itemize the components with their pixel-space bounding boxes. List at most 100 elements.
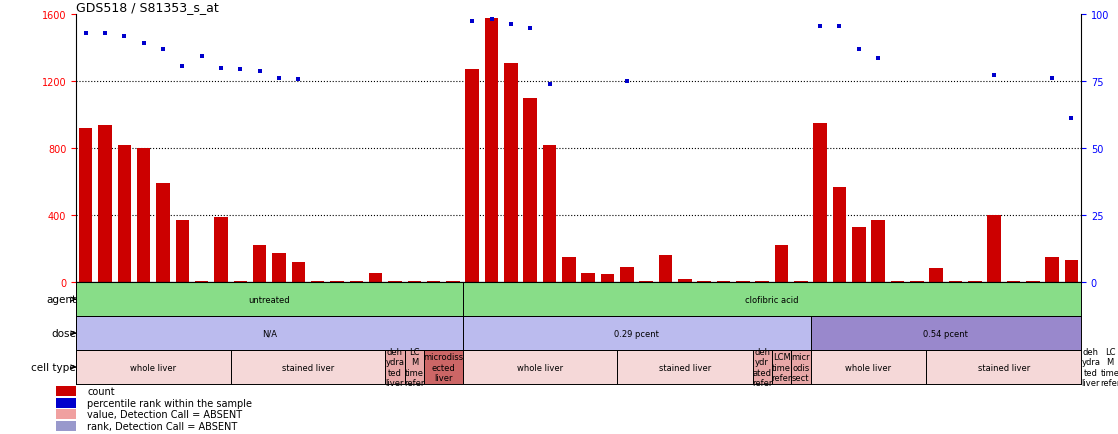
FancyBboxPatch shape	[463, 350, 617, 384]
Bar	[679, 279, 692, 283]
FancyBboxPatch shape	[76, 283, 463, 316]
Bar	[581, 273, 595, 283]
Bar	[215, 217, 228, 283]
Text: microdiss
ected
liver: microdiss ected liver	[424, 352, 463, 382]
Point	[1062, 115, 1080, 122]
Text: dose: dose	[51, 329, 76, 338]
Text: agent: agent	[46, 295, 76, 304]
FancyBboxPatch shape	[424, 350, 463, 384]
Bar	[775, 246, 788, 283]
Point	[869, 55, 887, 62]
Point	[521, 25, 539, 32]
Bar	[891, 281, 904, 283]
Text: rank, Detection Call = ABSENT: rank, Detection Call = ABSENT	[87, 421, 237, 431]
Bar	[717, 281, 730, 283]
Bar	[1064, 261, 1078, 283]
FancyBboxPatch shape	[463, 316, 811, 350]
FancyBboxPatch shape	[76, 350, 230, 384]
Bar	[292, 263, 305, 283]
Bar	[833, 187, 846, 283]
Bar	[485, 19, 499, 283]
Point	[154, 47, 172, 54]
Text: whole liver: whole liver	[517, 363, 563, 372]
Bar	[56, 421, 76, 431]
Bar	[910, 281, 923, 283]
Point	[173, 63, 191, 70]
Bar	[195, 281, 208, 283]
Bar	[600, 274, 614, 283]
FancyBboxPatch shape	[405, 350, 424, 384]
Text: clofibric acid: clofibric acid	[745, 295, 798, 304]
Bar	[929, 268, 942, 283]
Bar	[369, 273, 382, 283]
Bar	[814, 124, 827, 283]
FancyBboxPatch shape	[811, 350, 927, 384]
Text: stained liver: stained liver	[659, 363, 711, 372]
Bar	[1045, 257, 1059, 283]
Point	[618, 79, 636, 85]
FancyBboxPatch shape	[230, 350, 386, 384]
Point	[831, 23, 849, 30]
Bar	[523, 99, 537, 283]
Bar	[756, 281, 769, 283]
Point	[212, 65, 230, 72]
Text: cell type: cell type	[31, 362, 76, 372]
Bar	[987, 216, 1001, 283]
Text: count: count	[87, 387, 115, 397]
Bar	[272, 253, 286, 283]
Text: 0.54 pcent: 0.54 pcent	[923, 329, 968, 338]
FancyBboxPatch shape	[752, 350, 771, 384]
Bar	[504, 64, 518, 283]
Point	[231, 67, 249, 74]
Bar	[117, 145, 131, 283]
Text: percentile rank within the sample: percentile rank within the sample	[87, 398, 253, 408]
Text: value, Detection Call = ABSENT: value, Detection Call = ABSENT	[87, 410, 243, 420]
Text: LC
M
time
refer: LC M time refer	[1100, 347, 1118, 387]
Bar	[1026, 281, 1040, 283]
Bar	[234, 281, 247, 283]
Bar	[253, 246, 266, 283]
Point	[290, 76, 307, 83]
Point	[541, 81, 559, 88]
Bar	[407, 281, 421, 283]
Point	[502, 22, 520, 29]
Bar	[1006, 281, 1021, 283]
Text: whole liver: whole liver	[131, 363, 177, 372]
Text: stained liver: stained liver	[977, 363, 1030, 372]
FancyBboxPatch shape	[463, 283, 1081, 316]
Bar	[794, 281, 807, 283]
Text: deh
ydra
ted
liver: deh ydra ted liver	[1081, 347, 1100, 387]
FancyBboxPatch shape	[771, 350, 792, 384]
Text: GDS518 / S81353_s_at: GDS518 / S81353_s_at	[76, 1, 219, 14]
Bar	[639, 281, 653, 283]
Text: LCM
time
refer: LCM time refer	[771, 352, 792, 382]
Point	[463, 18, 481, 25]
Point	[483, 17, 501, 24]
Bar	[157, 184, 170, 283]
Bar	[871, 221, 885, 283]
FancyBboxPatch shape	[617, 350, 752, 384]
Point	[271, 75, 288, 82]
Point	[250, 69, 268, 76]
FancyBboxPatch shape	[811, 316, 1081, 350]
Bar	[56, 398, 76, 408]
Bar	[659, 255, 672, 283]
Bar	[465, 70, 479, 283]
Point	[812, 23, 830, 30]
FancyBboxPatch shape	[76, 316, 463, 350]
Bar	[543, 145, 557, 283]
Text: deh
ydra
ted
liver: deh ydra ted liver	[386, 347, 405, 387]
Text: stained liver: stained liver	[282, 363, 334, 372]
Point	[192, 53, 210, 60]
Bar	[56, 410, 76, 420]
Text: N/A: N/A	[262, 329, 277, 338]
Text: LC
M
time
refer: LC M time refer	[404, 347, 425, 387]
Bar	[852, 227, 865, 283]
Bar	[388, 281, 401, 283]
Point	[850, 47, 868, 54]
Bar	[968, 281, 982, 283]
Bar	[56, 387, 76, 397]
Bar	[79, 129, 93, 283]
Bar	[176, 221, 189, 283]
Text: untreated: untreated	[248, 295, 291, 304]
